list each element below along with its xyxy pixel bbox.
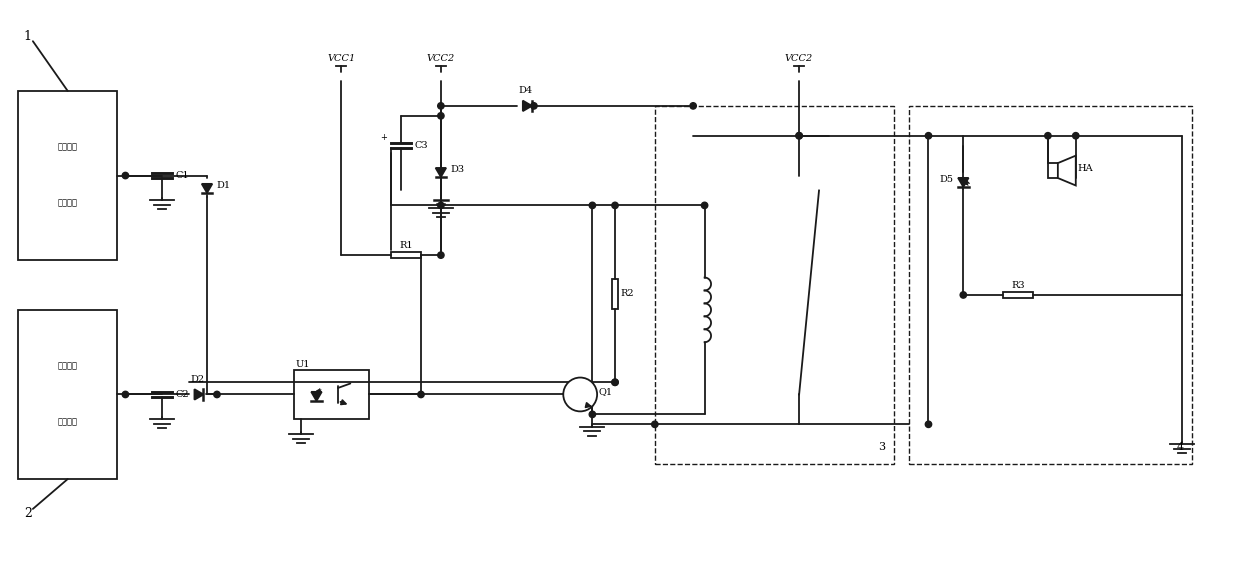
Text: Q1: Q1 (598, 387, 612, 396)
Text: C2: C2 (175, 390, 188, 399)
Text: 过热保护: 过热保护 (58, 363, 78, 370)
Circle shape (564, 377, 597, 412)
Text: HA: HA (1078, 164, 1093, 173)
Polygon shape (523, 101, 532, 111)
Text: C1: C1 (175, 171, 188, 180)
Circle shape (214, 391, 221, 398)
Circle shape (1073, 133, 1079, 139)
Circle shape (437, 202, 444, 209)
Text: D4: D4 (518, 87, 533, 95)
Text: 检测电路: 检测电路 (58, 418, 78, 427)
Bar (294, 369, 369, 420)
Text: 3: 3 (878, 442, 886, 452)
Text: D3: D3 (450, 165, 465, 174)
Text: VCC2: VCC2 (426, 54, 455, 63)
Text: D2: D2 (190, 375, 204, 384)
Bar (392, 253, 421, 258)
Circle shape (795, 133, 803, 139)
Text: 1: 1 (24, 30, 32, 43)
Text: +: + (380, 133, 387, 142)
Text: 风扇转速: 风扇转速 (58, 143, 78, 152)
Circle shape (926, 421, 932, 428)
Text: U1: U1 (296, 360, 310, 369)
Text: R2: R2 (621, 290, 634, 298)
Polygon shape (958, 178, 969, 187)
Polygon shape (311, 392, 322, 401)
Circle shape (652, 421, 658, 428)
Text: R3: R3 (1011, 281, 1025, 290)
Text: 检测电路: 检测电路 (58, 200, 78, 207)
Circle shape (437, 252, 444, 258)
Bar (17, 91, 118, 260)
Polygon shape (1058, 156, 1075, 185)
Circle shape (795, 133, 803, 139)
Polygon shape (202, 184, 212, 193)
Circle shape (960, 292, 966, 298)
Circle shape (418, 391, 424, 398)
Circle shape (690, 103, 696, 109)
Text: D1: D1 (217, 181, 230, 190)
Circle shape (1044, 133, 1051, 139)
Circle shape (437, 103, 444, 109)
Text: C3: C3 (414, 141, 427, 150)
Circle shape (612, 202, 618, 209)
Circle shape (590, 411, 596, 418)
Circle shape (612, 379, 618, 385)
Circle shape (123, 172, 129, 179)
Text: 2: 2 (24, 507, 32, 520)
Circle shape (590, 202, 596, 209)
Bar (612, 279, 618, 309)
Circle shape (123, 391, 129, 398)
Circle shape (530, 103, 536, 109)
Circle shape (437, 113, 444, 119)
Bar (1048, 163, 1058, 178)
Bar (655, 106, 893, 464)
Polygon shape (195, 389, 203, 400)
Polygon shape (436, 168, 446, 177)
Text: 4: 4 (1177, 442, 1184, 452)
Text: D5: D5 (940, 175, 954, 184)
Bar (1004, 292, 1033, 298)
Text: VCC1: VCC1 (327, 54, 356, 63)
Bar (908, 106, 1192, 464)
Circle shape (926, 133, 932, 139)
Circle shape (612, 379, 618, 385)
Text: R1: R1 (399, 241, 413, 250)
Circle shape (701, 202, 707, 209)
Text: VCC2: VCC2 (786, 54, 813, 63)
Bar (17, 310, 118, 479)
